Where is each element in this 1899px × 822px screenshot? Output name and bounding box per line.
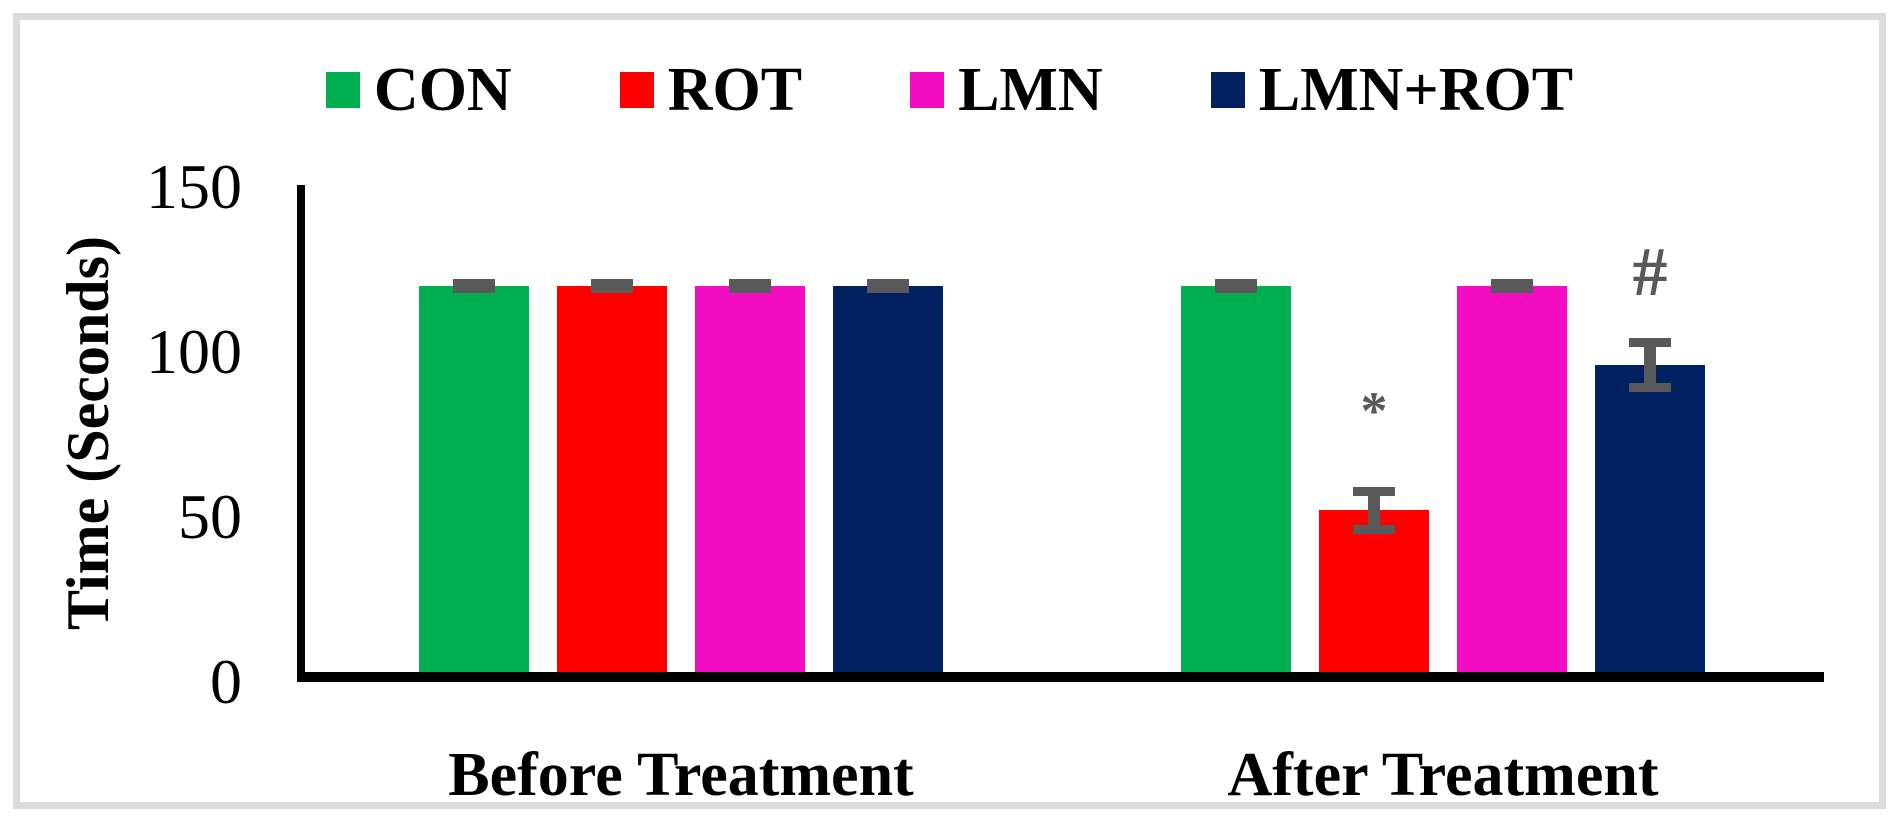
legend-label: ROT bbox=[667, 56, 803, 124]
y-tick-label: 150 bbox=[146, 151, 242, 222]
error-bar bbox=[591, 284, 633, 294]
significance-marker-asterisk: * bbox=[1360, 380, 1388, 441]
bar-con-before bbox=[419, 286, 529, 682]
legend: CON ROT LMN LMN+ROT bbox=[0, 48, 1899, 132]
error-bar bbox=[1353, 525, 1395, 535]
error-bar bbox=[1629, 383, 1671, 393]
bar-lmn-before bbox=[695, 286, 805, 682]
error-bar bbox=[591, 278, 633, 288]
error-bar bbox=[1353, 486, 1395, 496]
bar-rot-before bbox=[557, 286, 667, 682]
legend-item-con: CON bbox=[325, 56, 512, 124]
legend-item-lmn-rot: LMN+ROT bbox=[1210, 56, 1574, 124]
x-axis-line bbox=[297, 672, 1824, 682]
y-tick-label: 100 bbox=[146, 316, 242, 387]
error-bar bbox=[1491, 278, 1533, 288]
bar-lmn-rot-after bbox=[1595, 365, 1705, 682]
error-bar bbox=[453, 278, 495, 288]
legend-swatch bbox=[619, 72, 654, 108]
legend-item-rot: ROT bbox=[619, 56, 803, 124]
y-axis-title: Time (Seconds) bbox=[55, 236, 121, 630]
error-bar bbox=[1629, 338, 1671, 348]
y-tick-label: 50 bbox=[178, 481, 242, 552]
bar-lmn-rot-before bbox=[833, 286, 943, 682]
legend-swatch bbox=[910, 72, 945, 108]
significance-marker-hash: # bbox=[1632, 234, 1668, 312]
error-bar bbox=[1368, 490, 1380, 531]
legend-label: LMN bbox=[958, 56, 1103, 124]
bar-con-after bbox=[1181, 286, 1291, 682]
legend-swatch bbox=[325, 72, 360, 108]
legend-label: CON bbox=[373, 56, 512, 124]
category-label-after: After Treatment bbox=[1227, 741, 1659, 809]
legend-item-lmn: LMN bbox=[910, 59, 1103, 121]
error-bar bbox=[453, 284, 495, 294]
bar-rot-after bbox=[1319, 510, 1429, 682]
legend-label: LMN+ROT bbox=[1258, 56, 1574, 124]
y-tick-label: 0 bbox=[210, 646, 242, 717]
y-axis-line bbox=[297, 185, 305, 682]
error-bar bbox=[1644, 342, 1656, 389]
bar-lmn-after bbox=[1457, 286, 1567, 682]
error-bar bbox=[1215, 278, 1257, 288]
category-label-before: Before Treatment bbox=[448, 741, 914, 809]
error-bar bbox=[729, 278, 771, 288]
error-bar bbox=[867, 278, 909, 288]
error-bar bbox=[1215, 284, 1257, 294]
error-bar bbox=[867, 284, 909, 294]
legend-swatch bbox=[1210, 72, 1245, 108]
error-bar bbox=[729, 284, 771, 294]
error-bar bbox=[1491, 284, 1533, 294]
